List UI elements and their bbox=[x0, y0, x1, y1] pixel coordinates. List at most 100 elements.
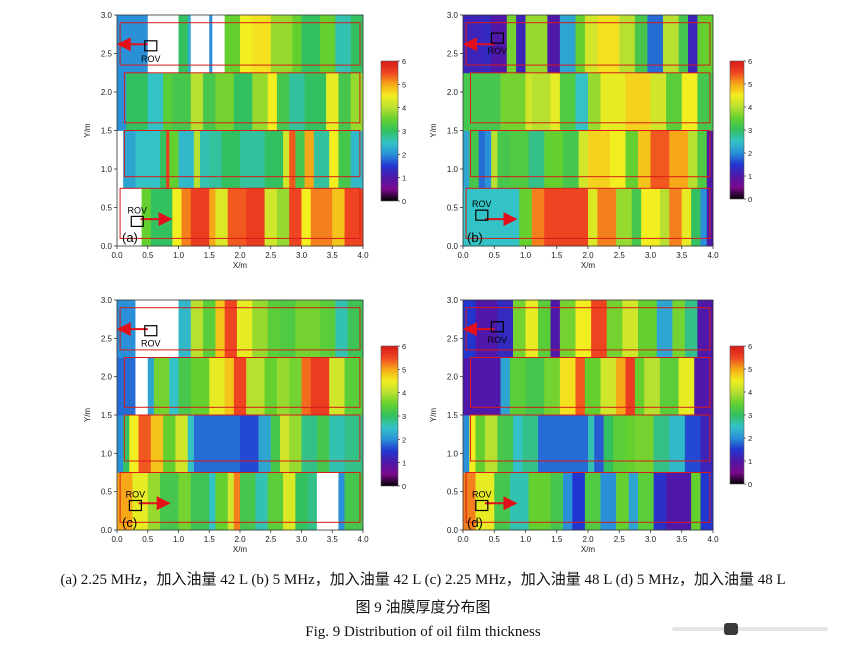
heatmap-cell bbox=[638, 472, 655, 531]
scrollbar-thumb[interactable] bbox=[724, 623, 738, 635]
heatmap-cell bbox=[600, 472, 617, 531]
heatmap-cell bbox=[497, 130, 511, 189]
heatmap-cell bbox=[289, 357, 302, 416]
figure-caption-english: Fig. 9 Distribution of oil film thicknes… bbox=[305, 624, 541, 640]
x-tick-label: 2.5 bbox=[265, 251, 277, 260]
heatmap-cell bbox=[301, 188, 312, 247]
heatmap-cell bbox=[584, 472, 601, 531]
heatmap-cell bbox=[506, 15, 517, 74]
heatmap-cell bbox=[117, 472, 133, 531]
heatmap-cell bbox=[187, 15, 192, 74]
heatmap-cell bbox=[289, 188, 302, 247]
heatmap-cell bbox=[169, 130, 179, 189]
heatmap-cell bbox=[638, 300, 658, 358]
x-axis-label: X/m bbox=[233, 545, 248, 554]
heatmap-cell bbox=[224, 300, 238, 358]
panel-label: (d) bbox=[467, 515, 483, 530]
heatmap-cell bbox=[135, 357, 149, 416]
colorbar-tick-label: 0 bbox=[402, 197, 406, 206]
heatmap-cell bbox=[123, 415, 130, 473]
heatmap-cell bbox=[509, 130, 530, 189]
heatmap-cell bbox=[344, 357, 364, 416]
x-tick-label: 2.5 bbox=[614, 535, 626, 544]
y-tick-label: 3.0 bbox=[101, 296, 113, 305]
heatmap-cell bbox=[497, 415, 514, 473]
y-axis-label: Y/m bbox=[429, 408, 438, 423]
heatmap-cell bbox=[338, 472, 345, 531]
heatmap-cell bbox=[641, 188, 661, 247]
heatmap-cell bbox=[609, 130, 626, 189]
heatmap-cell bbox=[117, 357, 136, 416]
heatmap-cell bbox=[350, 15, 364, 74]
heatmap-cell bbox=[338, 130, 352, 189]
heatmap-cell bbox=[550, 300, 561, 358]
y-tick-label: 3.0 bbox=[101, 11, 113, 20]
heatmap-cell bbox=[160, 130, 167, 189]
heatmap-cell bbox=[166, 130, 170, 189]
heatmap-cell bbox=[525, 15, 548, 74]
horizontal-scrollbar[interactable] bbox=[672, 622, 828, 636]
heatmap-cell bbox=[475, 472, 495, 531]
heatmap-cell bbox=[295, 130, 305, 189]
panel-label: (a) bbox=[122, 230, 138, 245]
heatmap-cell bbox=[123, 130, 136, 189]
heatmap-cell bbox=[575, 15, 586, 74]
heatmap-panel-c: ROV ROV 0.0 0.5 1.0 1.5 2.0 2.5 3.0 3.5 4.0 0.0 0.5 1… bbox=[83, 296, 406, 554]
colorbar-tick-label: 1 bbox=[402, 459, 406, 468]
y-tick-label: 1.0 bbox=[447, 449, 459, 458]
subfigure-caption: (a) 2.25 MHz，加入油量 42 L (b) 5 MHz，加入油量 42… bbox=[60, 572, 786, 588]
heatmap-cell bbox=[616, 188, 633, 247]
heatmap-cell bbox=[313, 130, 330, 189]
colorbar-tick-label: 4 bbox=[402, 104, 406, 113]
heatmap-cell bbox=[491, 130, 498, 189]
scan-path-segment bbox=[465, 187, 711, 239]
colorbar-tick-label: 5 bbox=[402, 365, 406, 374]
heatmap-cell bbox=[329, 357, 345, 416]
heatmap-cell bbox=[224, 357, 235, 416]
x-tick-label: 3.0 bbox=[296, 251, 308, 260]
heatmap-cell bbox=[509, 472, 530, 531]
heatmap-cell bbox=[301, 415, 318, 473]
heatmap-cell bbox=[270, 415, 281, 473]
heatmap-cell bbox=[264, 130, 284, 189]
heatmap-cell bbox=[547, 15, 561, 74]
y-tick-label: 2.0 bbox=[447, 88, 459, 97]
scan-path-segment bbox=[123, 72, 361, 124]
colorbar-tick-label: 0 bbox=[748, 195, 752, 204]
scrollbar-track[interactable] bbox=[672, 627, 828, 631]
heatmap-cell bbox=[193, 415, 241, 473]
colorbar-tick-label: 5 bbox=[402, 80, 406, 89]
y-tick-label: 2.5 bbox=[101, 334, 113, 343]
heatmap-cell bbox=[215, 72, 235, 131]
heatmap-cell bbox=[659, 357, 680, 416]
colorbar-tick-label: 1 bbox=[748, 457, 752, 466]
y-tick-label: 2.5 bbox=[101, 50, 113, 59]
y-tick-label: 0.5 bbox=[447, 488, 459, 497]
heatmap-cell bbox=[563, 472, 573, 531]
heatmap-cell bbox=[147, 357, 155, 416]
heatmap-cell bbox=[666, 72, 683, 131]
rov-label: ROV bbox=[141, 339, 161, 349]
heatmap-cell bbox=[588, 415, 595, 473]
x-tick-label: 3.0 bbox=[645, 251, 657, 260]
rov-label: ROV bbox=[488, 335, 508, 345]
heatmap-cell bbox=[335, 300, 349, 358]
heatmap-cell bbox=[276, 357, 290, 416]
heatmap-cell bbox=[625, 72, 651, 131]
heatmap-cell bbox=[240, 415, 259, 473]
colorbar-gradient bbox=[380, 345, 399, 487]
y-tick-label: 1.5 bbox=[447, 127, 459, 136]
heatmap-cell bbox=[491, 15, 508, 74]
colorbar-tick-label: 3 bbox=[748, 126, 752, 135]
heatmap-cell bbox=[659, 188, 670, 247]
heatmap-cell bbox=[544, 130, 564, 189]
x-tick-label: 0.5 bbox=[142, 251, 154, 260]
heatmap-cell bbox=[178, 472, 192, 531]
heatmap-cell bbox=[478, 130, 486, 189]
heatmap-cell bbox=[697, 300, 714, 358]
x-tick-label: 1.5 bbox=[204, 251, 216, 260]
heatmap-cell bbox=[625, 130, 639, 189]
rov-label: ROV bbox=[472, 490, 492, 500]
heatmap-cell bbox=[616, 472, 630, 531]
heatmap-cell bbox=[240, 130, 265, 189]
